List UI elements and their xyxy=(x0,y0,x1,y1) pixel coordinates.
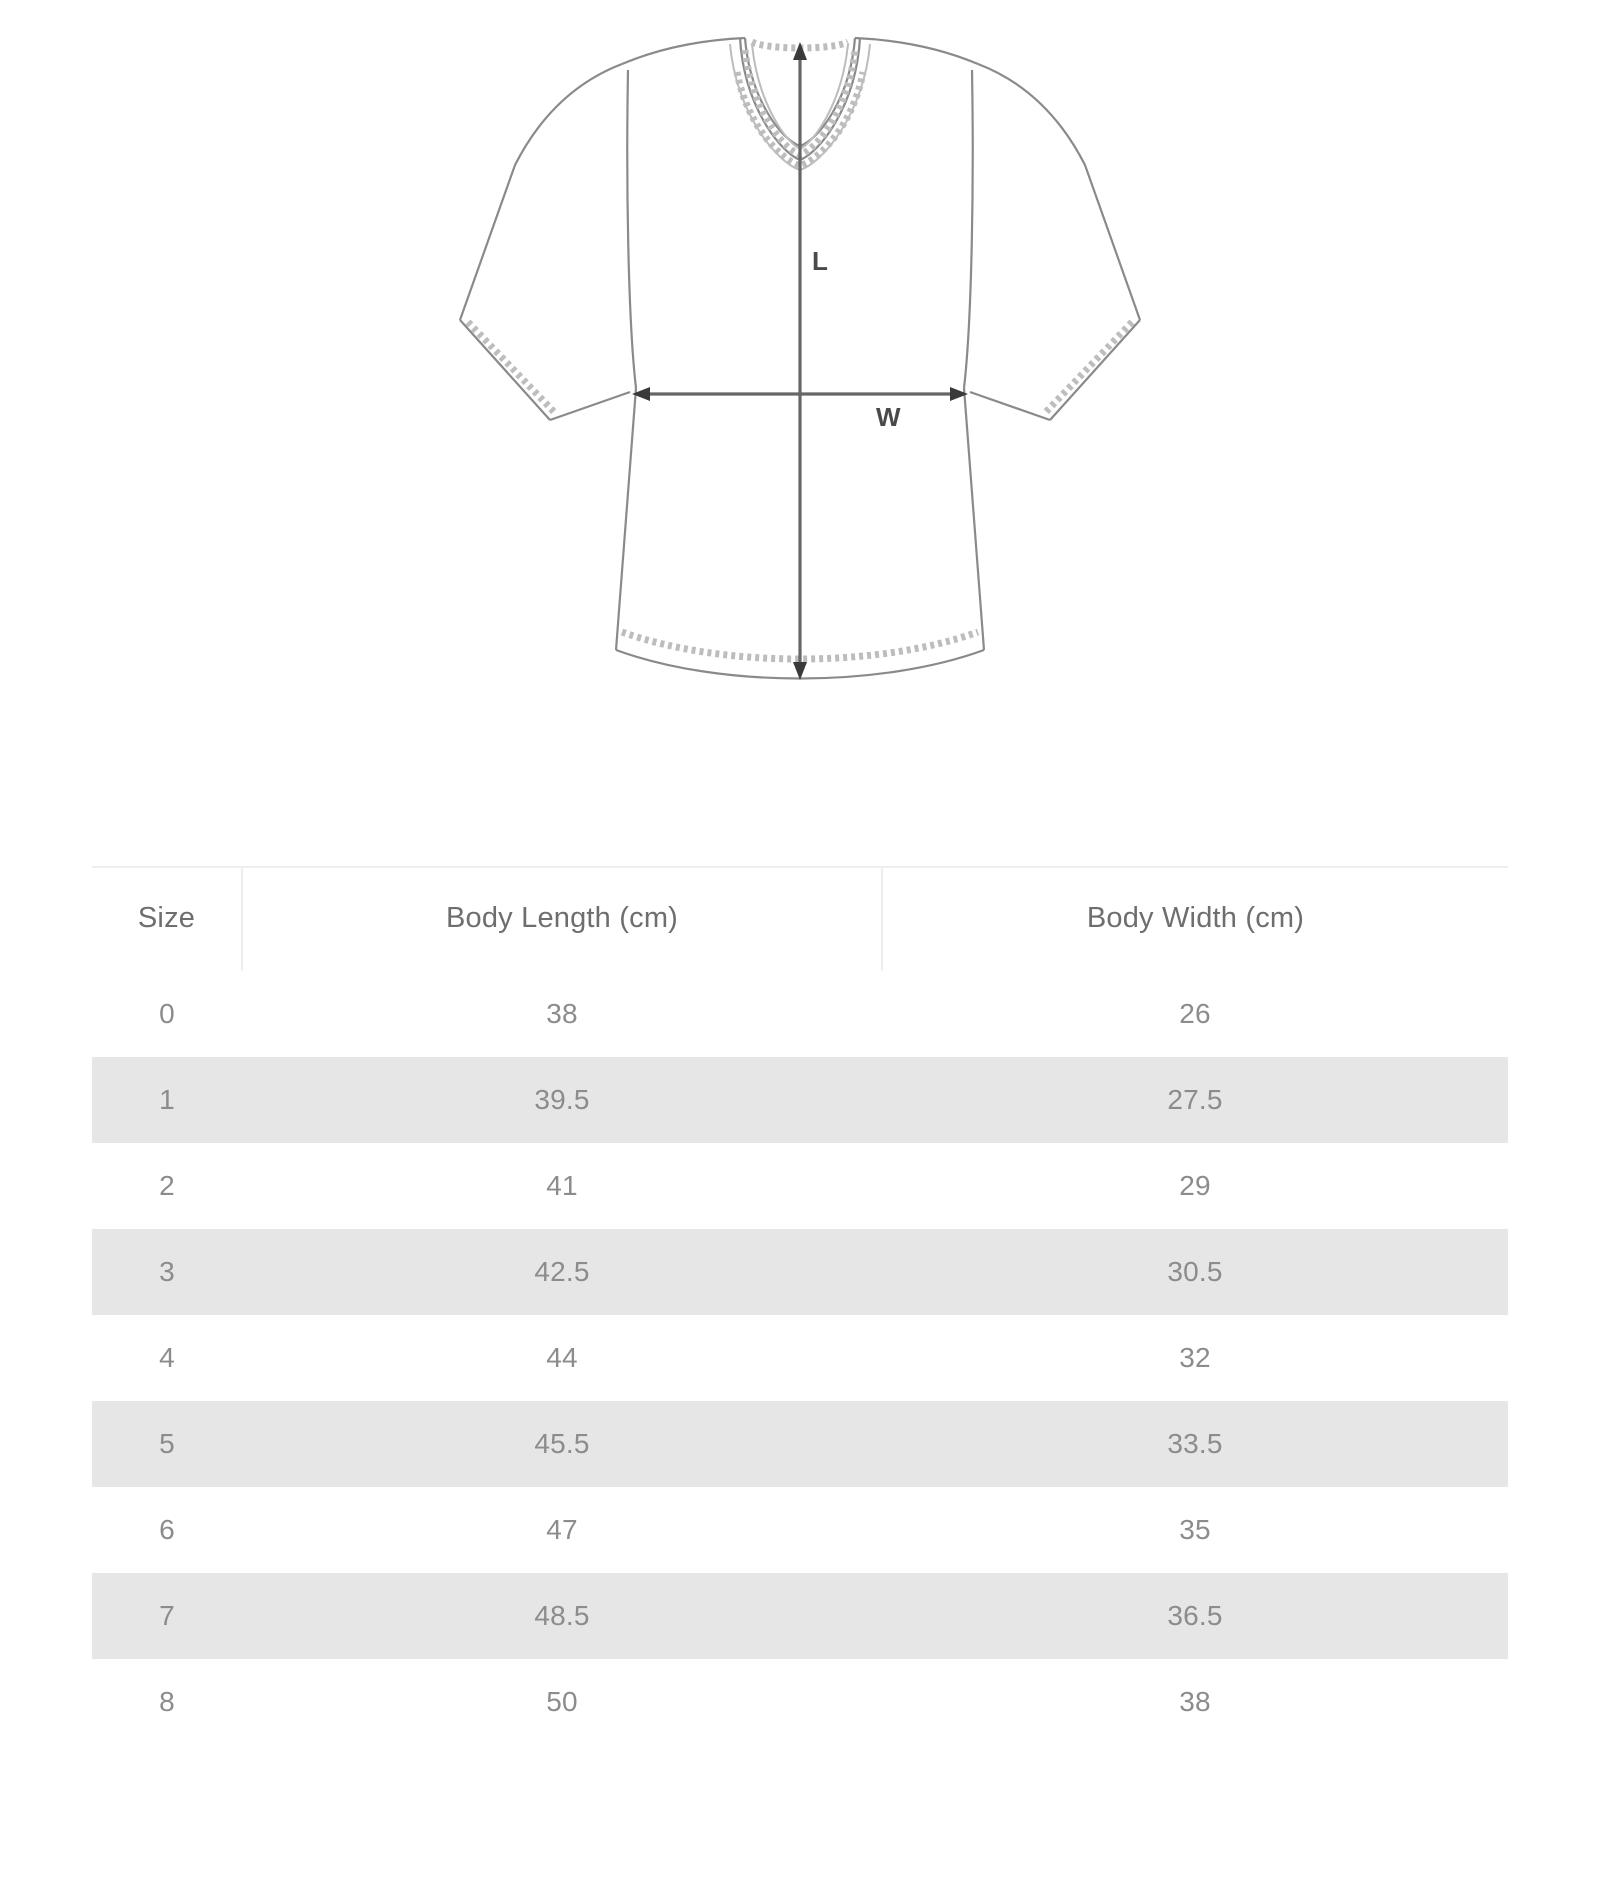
table-row: 4 44 32 xyxy=(92,1315,1508,1401)
cell-width: 33.5 xyxy=(882,1401,1508,1487)
table-row: 1 39.5 27.5 xyxy=(92,1057,1508,1143)
size-chart-body: 0 38 26 1 39.5 27.5 2 41 29 3 42.5 30.5 … xyxy=(92,971,1508,1745)
cell-width: 30.5 xyxy=(882,1229,1508,1315)
cell-size: 7 xyxy=(92,1573,242,1659)
table-header-row: Size Body Length (cm) Body Width (cm) xyxy=(92,866,1508,971)
cell-width: 29 xyxy=(882,1143,1508,1229)
cell-size: 8 xyxy=(92,1659,242,1745)
cell-length: 48.5 xyxy=(242,1573,882,1659)
tshirt-measurement-diagram: .outline { fill:none; stroke:#8a8a8a; st… xyxy=(400,20,1200,720)
diagram-area: .outline { fill:none; stroke:#8a8a8a; st… xyxy=(0,0,1600,845)
table-row: 6 47 35 xyxy=(92,1487,1508,1573)
cell-width: 32 xyxy=(882,1315,1508,1401)
cell-length: 39.5 xyxy=(242,1057,882,1143)
size-chart-header: Size Body Length (cm) Body Width (cm) xyxy=(92,866,1508,971)
cell-size: 0 xyxy=(92,971,242,1057)
column-header-size: Size xyxy=(92,866,242,971)
cell-size: 5 xyxy=(92,1401,242,1487)
column-header-body-length: Body Length (cm) xyxy=(241,866,882,971)
cell-length: 42.5 xyxy=(242,1229,882,1315)
measure-width-arrow xyxy=(632,387,968,401)
cell-size: 1 xyxy=(92,1057,242,1143)
cell-width: 35 xyxy=(882,1487,1508,1573)
table-row: 3 42.5 30.5 xyxy=(92,1229,1508,1315)
cell-length: 45.5 xyxy=(242,1401,882,1487)
cell-length: 38 xyxy=(242,971,882,1057)
measure-length-arrow xyxy=(793,42,807,680)
cell-width: 26 xyxy=(882,971,1508,1057)
table-row: 7 48.5 36.5 xyxy=(92,1573,1508,1659)
cell-length: 50 xyxy=(242,1659,882,1745)
cell-size: 3 xyxy=(92,1229,242,1315)
cell-length: 47 xyxy=(242,1487,882,1573)
cell-length: 44 xyxy=(242,1315,882,1401)
table-row: 5 45.5 33.5 xyxy=(92,1401,1508,1487)
cell-width: 27.5 xyxy=(882,1057,1508,1143)
cell-width: 38 xyxy=(882,1659,1508,1745)
cell-size: 4 xyxy=(92,1315,242,1401)
cell-length: 41 xyxy=(242,1143,882,1229)
cell-width: 36.5 xyxy=(882,1573,1508,1659)
column-header-body-width: Body Width (cm) xyxy=(881,866,1508,971)
table-row: 2 41 29 xyxy=(92,1143,1508,1229)
cell-size: 2 xyxy=(92,1143,242,1229)
width-label: W xyxy=(876,402,901,432)
table-row: 8 50 38 xyxy=(92,1659,1508,1745)
length-label: L xyxy=(812,246,828,276)
table-row: 0 38 26 xyxy=(92,971,1508,1057)
size-chart-table: Size Body Length (cm) Body Width (cm) 0 … xyxy=(92,866,1508,1745)
cell-size: 6 xyxy=(92,1487,242,1573)
